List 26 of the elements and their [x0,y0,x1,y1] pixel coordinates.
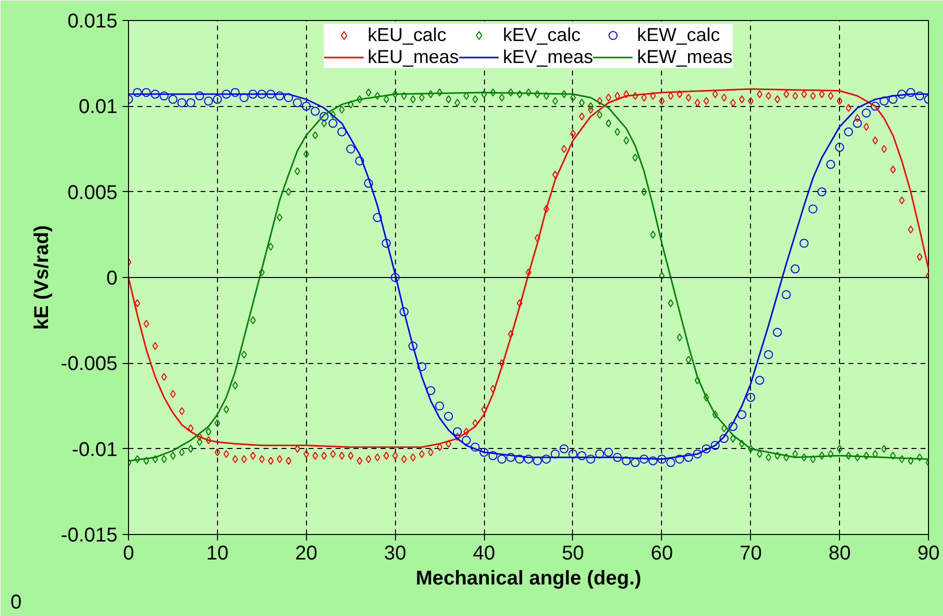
x-tick-label: 50 [562,542,584,564]
y-tick-label: -0.015 [60,524,118,546]
x-tick-label: 20 [295,542,318,564]
legend-label: kEV_calc [502,24,581,46]
legend-label: kEU_calc [368,24,446,46]
x-tick-label: 90 [917,542,940,564]
y-tick-label: -0.005 [60,353,118,376]
x-tick-label: 30 [384,542,406,564]
y-tick-label: 0.015 [67,10,118,32]
legend-label: kEV_meas [502,46,594,68]
y-tick-label: -0.01 [72,438,118,461]
legend-label: kEW_meas [637,46,732,68]
y-tick-label: 0.01 [78,96,118,118]
x-tick-label: 0 [122,542,134,564]
text: 0 [10,592,22,614]
legend-label: kEW_calc [637,24,720,46]
x-tick-label: 10 [206,542,229,564]
y-tick-label: 0.005 [67,182,118,204]
legend-label: kEU_meas [368,46,459,68]
x-axis-title: Mechanical angle (deg.) [416,568,642,590]
x-tick-label: 80 [828,542,851,564]
x-tick-label: 60 [650,542,673,564]
y-axis-title: kE (Vs/rad) [30,225,53,330]
y-tick-label: 0 [106,268,118,290]
x-tick-label: 70 [740,542,762,564]
x-tick-label: 40 [472,542,496,564]
